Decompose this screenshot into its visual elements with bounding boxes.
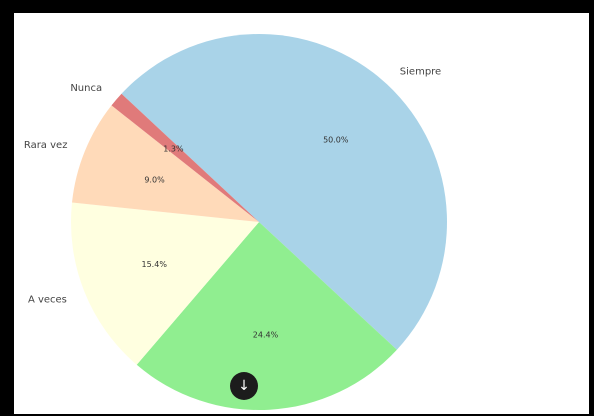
pie-slice-nunca xyxy=(111,93,259,223)
slice-category-label: A veces xyxy=(28,295,67,306)
slice-value-label: 1.3% xyxy=(163,144,184,153)
scroll-down-button[interactable]: ↓ xyxy=(230,372,258,400)
slice-value-label: 9.0% xyxy=(144,175,165,184)
arrow-down-icon: ↓ xyxy=(238,378,250,394)
slice-value-label: 24.4% xyxy=(253,331,279,340)
pie-slice-frecuentemente xyxy=(136,222,397,410)
pie-slice-rara-vez xyxy=(72,105,260,222)
slice-category-label: Rara vez xyxy=(24,140,68,151)
slice-category-label: Siempre xyxy=(400,67,441,78)
slice-category-label: Nunca xyxy=(70,83,102,94)
pie-slice-a-veces xyxy=(71,202,259,365)
slice-value-label: 15.4% xyxy=(142,260,168,269)
pie-slice-siempre xyxy=(121,34,447,350)
slice-value-label: 50.0% xyxy=(323,135,349,144)
